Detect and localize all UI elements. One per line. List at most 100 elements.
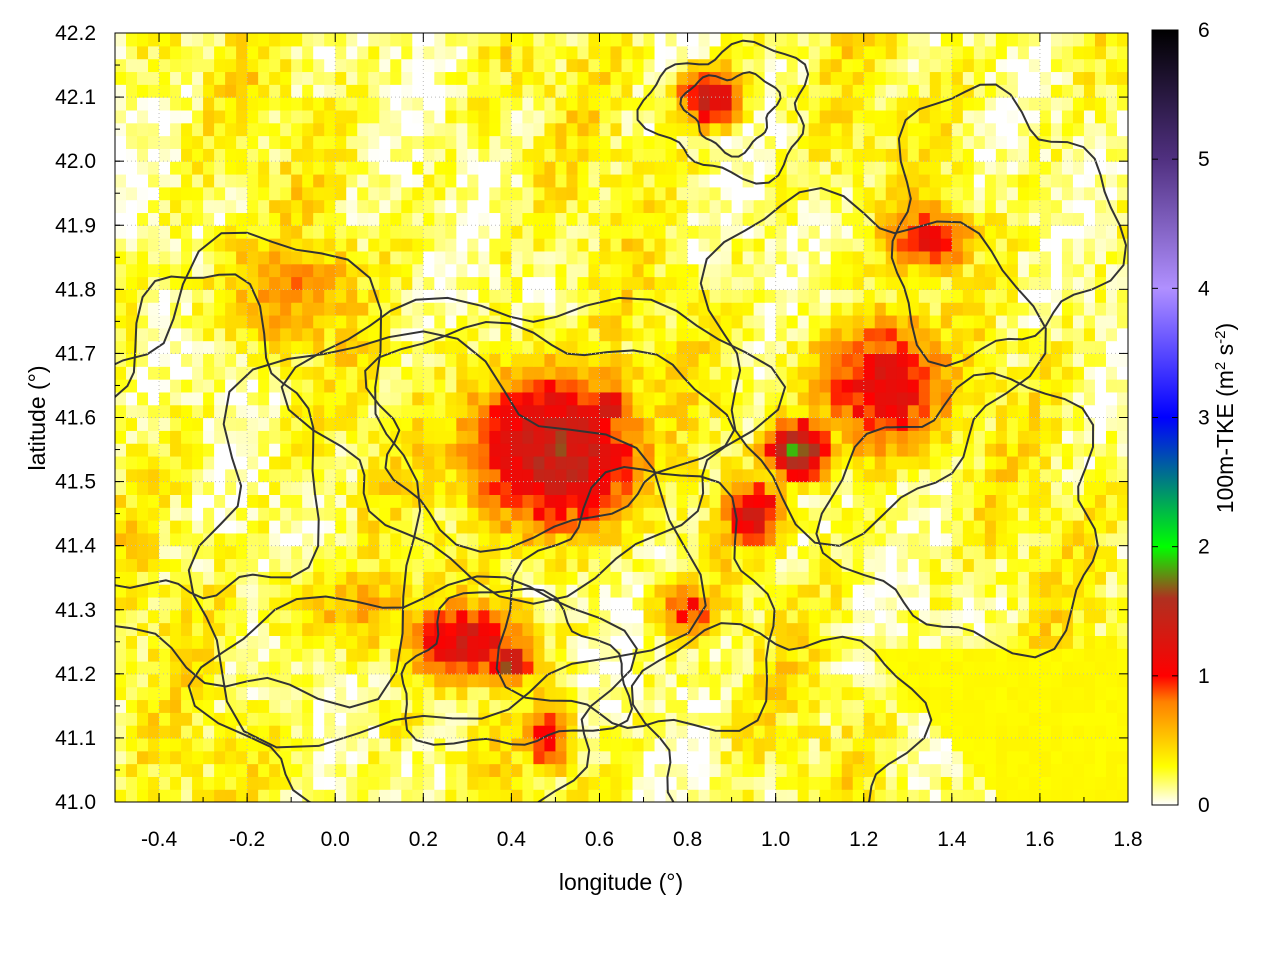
heatmap-cell <box>907 494 920 508</box>
heatmap-cell <box>841 737 854 752</box>
heatmap-cell <box>621 443 634 457</box>
heatmap-cell <box>1050 584 1063 598</box>
heatmap-cell <box>929 673 942 688</box>
heatmap-cell <box>159 443 171 457</box>
heatmap-cell <box>962 584 975 598</box>
heatmap-cell <box>368 289 380 303</box>
heatmap-cell <box>907 507 920 521</box>
heatmap-cell <box>885 622 898 636</box>
heatmap-cell <box>445 289 457 303</box>
heatmap-cell <box>434 789 446 802</box>
heatmap-cell <box>731 391 744 406</box>
heatmap-cell <box>335 789 347 802</box>
heatmap-cell <box>346 481 358 495</box>
heatmap-cell <box>401 263 413 278</box>
heatmap-cell <box>1116 532 1128 547</box>
heatmap-cell <box>621 135 634 149</box>
heatmap-cell <box>269 225 281 239</box>
heatmap-cell <box>159 481 171 495</box>
heatmap-cell <box>500 558 512 572</box>
heatmap-cell <box>753 481 766 495</box>
heatmap-cell <box>643 225 656 239</box>
heatmap-cell <box>203 455 215 470</box>
heatmap-cell <box>412 238 424 252</box>
heatmap-cell <box>907 468 920 483</box>
heatmap-cell <box>786 481 799 495</box>
heatmap-cell <box>302 109 314 124</box>
heatmap-cell <box>731 699 744 713</box>
heatmap-cell <box>610 186 623 201</box>
heatmap-cell <box>698 430 711 444</box>
heatmap-cell <box>434 417 446 431</box>
heatmap-cell <box>995 135 1008 149</box>
heatmap-cell <box>412 468 424 483</box>
heatmap-cell <box>599 776 612 790</box>
heatmap-cell <box>1017 161 1030 175</box>
heatmap-cell <box>555 673 568 688</box>
heatmap-cell <box>434 404 446 419</box>
heatmap-cell <box>1083 699 1096 713</box>
heatmap-cell <box>687 340 700 355</box>
heatmap-cell <box>1028 212 1041 226</box>
heatmap-cell <box>1094 238 1107 252</box>
heatmap-cell <box>489 763 501 777</box>
heatmap-cell <box>698 302 711 316</box>
heatmap-cell <box>181 186 193 201</box>
heatmap-cell <box>984 648 997 662</box>
heatmap-cell <box>1028 584 1041 598</box>
heatmap-cell <box>808 558 821 572</box>
heatmap-cell <box>555 609 568 624</box>
heatmap-cell <box>291 430 303 444</box>
heatmap-cell <box>753 789 766 802</box>
heatmap-cell <box>775 186 788 201</box>
heatmap-cell <box>335 648 347 662</box>
heatmap-cell <box>588 763 601 777</box>
heatmap-cell <box>181 276 193 290</box>
heatmap-cell <box>522 225 535 239</box>
heatmap-cell <box>313 366 325 380</box>
heatmap-cell <box>720 712 733 726</box>
heatmap-cell <box>566 391 579 406</box>
heatmap-cell <box>533 379 546 393</box>
heatmap-cell <box>643 391 656 406</box>
heatmap-cell <box>159 109 171 124</box>
heatmap-cell <box>335 468 347 483</box>
heatmap-cell <box>676 430 689 444</box>
heatmap-cell <box>643 468 656 483</box>
heatmap-cell <box>390 520 402 534</box>
heatmap-cell <box>995 776 1008 790</box>
heatmap-cell <box>269 455 281 470</box>
heatmap-cell <box>335 379 347 393</box>
heatmap-cell <box>577 789 590 802</box>
heatmap-cell <box>148 148 160 162</box>
heatmap-cell <box>698 635 711 649</box>
heatmap-cell <box>654 404 667 419</box>
heatmap-cell <box>973 314 986 329</box>
heatmap-cell <box>192 763 204 777</box>
heatmap-cell <box>610 673 623 688</box>
heatmap-cell <box>764 776 777 790</box>
heatmap-cell <box>346 622 358 636</box>
heatmap-cell <box>467 263 479 278</box>
heatmap-cell <box>599 430 612 444</box>
heatmap-cell <box>280 468 292 483</box>
heatmap-cell <box>995 750 1008 765</box>
heatmap-cell <box>709 750 722 765</box>
heatmap-cell <box>478 109 490 124</box>
heatmap-cell <box>797 327 810 342</box>
heatmap-cell <box>302 225 314 239</box>
heatmap-cell <box>731 532 744 547</box>
heatmap-cell <box>148 135 160 149</box>
heatmap-cell <box>841 494 854 508</box>
heatmap-cell <box>929 263 942 278</box>
heatmap-cell <box>1050 686 1063 701</box>
heatmap-cell <box>731 635 744 649</box>
heatmap-cell <box>951 571 964 585</box>
heatmap-cell <box>423 340 435 355</box>
heatmap-cell <box>1006 750 1019 765</box>
heatmap-cell <box>181 430 193 444</box>
heatmap-cell <box>632 340 645 355</box>
heatmap-cell <box>566 379 579 393</box>
heatmap-cell <box>1072 635 1085 649</box>
heatmap-cell <box>313 97 325 111</box>
